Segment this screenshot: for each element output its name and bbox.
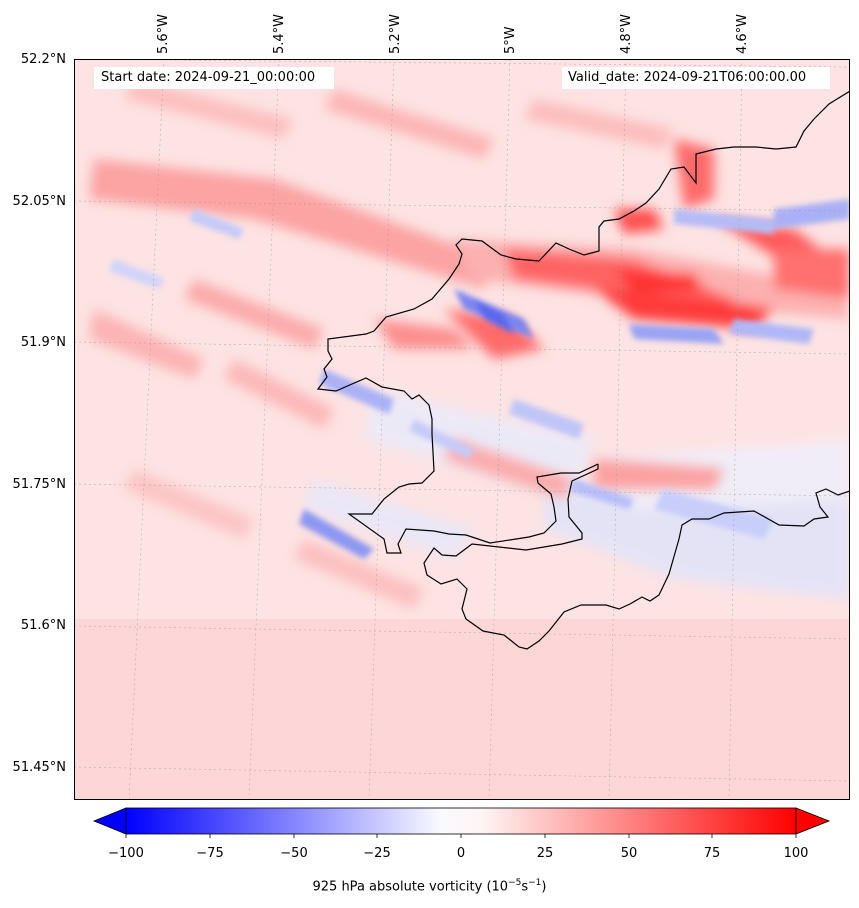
colorbar-extend-low [92,807,127,835]
lon-label-4.6W: 4.6°W [735,13,750,54]
lat-label-52.05: 52.05°N [12,194,66,209]
colorbar [92,807,831,838]
colorbar-bar [125,807,797,835]
colorbar-tick-25: 25 [536,846,554,861]
colorbar-tick-100: 100 [783,846,809,861]
colorbar-label: 925 hPa absolute vorticity (10−5s−1) [0,878,859,894]
start-date-label: Start date: 2024-09-21_00:00:00 [101,70,316,85]
lon-label-5.6W: 5.6°W [156,13,171,54]
lon-label-4.8W: 4.8°W [619,13,634,54]
start-date-box [94,67,334,89]
colorbar-tick-neg25: −25 [363,846,391,861]
colorbar-tick-neg50: −50 [280,846,308,861]
map-panel: Start date: 2024-09-21_00:00:00 Valid_da… [74,59,850,800]
coastline [316,90,850,650]
colorbar-tick-neg100: −100 [108,846,144,861]
lat-label-52.2: 52.2°N [20,52,66,67]
colorbar-label-exp2: −1 [528,878,542,888]
colorbar-label-prefix: 925 hPa absolute vorticity (10 [312,879,509,895]
colorbar-tick-50: 50 [620,846,638,861]
lon-label-5.2W: 5.2°W [388,13,403,54]
vorticity-field [74,59,850,800]
lat-label-51.6: 51.6°N [20,618,66,633]
colorbar-tick-neg75: −75 [196,846,224,861]
valid-date-box [562,67,830,89]
lat-label-51.45: 51.45°N [12,760,66,775]
lon-label-5.4W: 5.4°W [272,13,287,54]
colorbar-tick-75: 75 [703,846,721,861]
colorbar-label-exp1: −5 [508,878,522,888]
colorbar-label-suffix: ) [541,879,547,895]
colorbar-tick-0: 0 [456,846,466,861]
lat-label-51.9: 51.9°N [20,335,66,350]
lat-label-51.75: 51.75°N [12,477,66,492]
colorbar-extend-high [795,807,831,835]
valid-date-label: Valid_date: 2024-09-21T06:00:00.00 [568,70,807,85]
colorbar-label-mid: s [521,879,529,895]
lon-label-5W: 5°W [503,26,518,54]
